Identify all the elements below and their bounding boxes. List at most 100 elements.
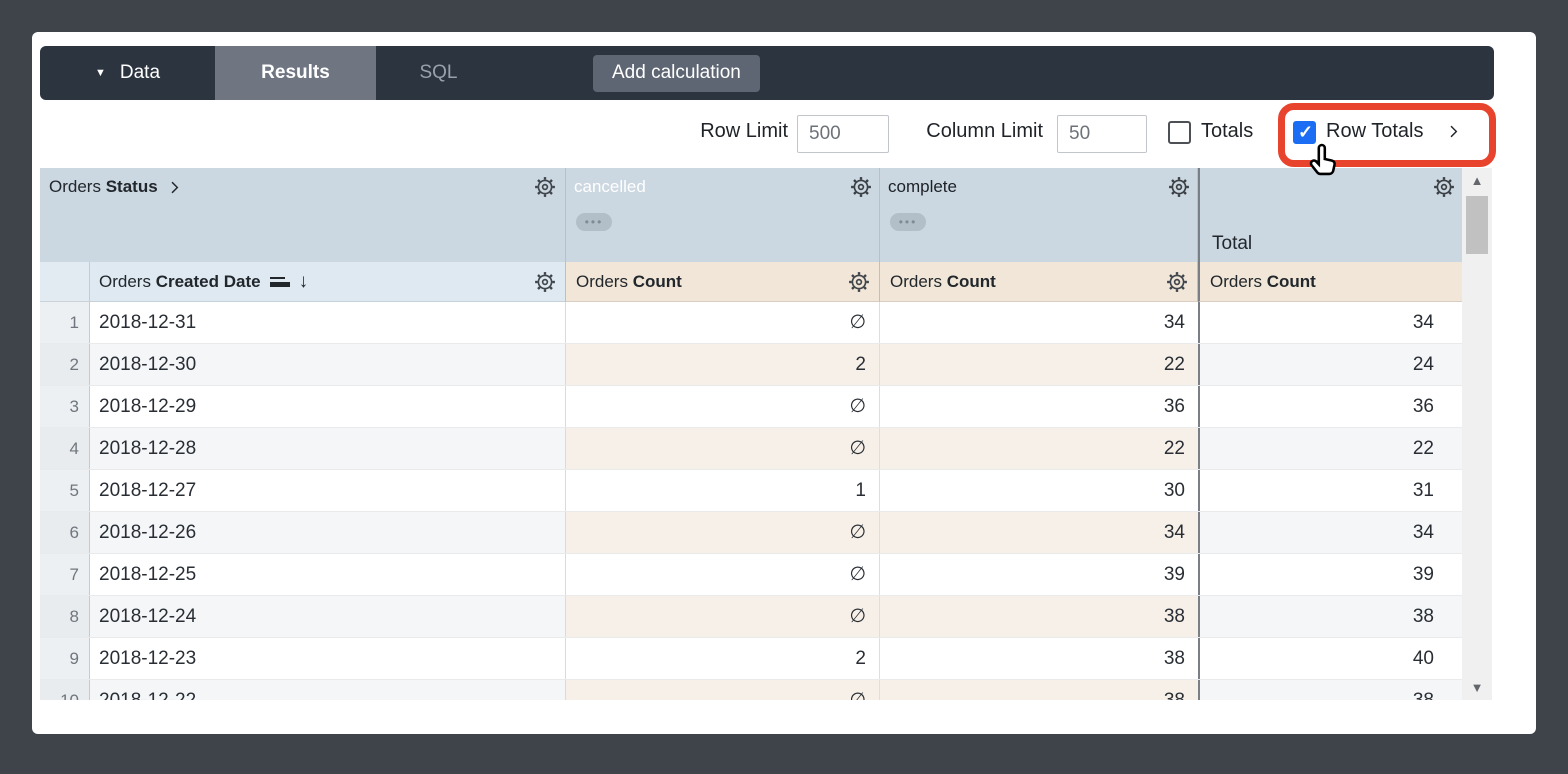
totals-checkbox[interactable] — [1168, 121, 1191, 144]
row-totals-label: Row Totals — [1326, 120, 1424, 142]
pivot-value-cancelled[interactable]: cancelled — [566, 168, 880, 206]
cancelled-count-cell[interactable]: ∅ — [566, 596, 880, 637]
row-number: 3 — [40, 386, 90, 427]
cancelled-count-cell[interactable]: ∅ — [566, 554, 880, 595]
gear-icon[interactable] — [1166, 271, 1188, 293]
date-cell[interactable]: 2018-12-31 — [90, 302, 566, 343]
gear-icon[interactable] — [534, 176, 556, 198]
row-number: 1 — [40, 302, 90, 343]
add-calculation-button[interactable]: Add calculation — [593, 54, 760, 92]
scroll-down-icon[interactable]: ▼ — [1470, 680, 1484, 695]
gear-icon[interactable] — [1168, 176, 1190, 198]
cancelled-count-cell[interactable]: 2 — [566, 344, 880, 385]
pivot-value-complete[interactable]: complete — [880, 168, 1198, 206]
collapse-caret-icon: ▼ — [94, 66, 106, 79]
table-row: 3 2018-12-29 ∅ 36 36 — [40, 386, 1462, 428]
column-limit-input[interactable] — [1057, 115, 1147, 153]
gear-icon[interactable] — [850, 176, 872, 198]
date-cell[interactable]: 2018-12-28 — [90, 428, 566, 469]
explorer-panel: ▼ Data Results SQL Add calculation Row L… — [32, 32, 1536, 734]
date-cell[interactable]: 2018-12-29 — [90, 386, 566, 427]
table-row: 6 2018-12-26 ∅ 34 34 — [40, 512, 1462, 554]
gear-icon[interactable] — [534, 271, 556, 293]
ellipsis-menu-icon[interactable]: ••• — [576, 213, 612, 231]
pivot-subheader-spacer — [40, 206, 566, 262]
pivot-value-label: complete — [888, 177, 957, 196]
created-date-header[interactable]: Orders Created Date ↓ — [90, 262, 566, 302]
measure-header-row: Orders Created Date ↓ Orders Count Order… — [40, 262, 1462, 302]
complete-count-cell[interactable]: 38 — [880, 638, 1198, 679]
complete-count-cell[interactable]: 30 — [880, 470, 1198, 511]
date-cell[interactable]: 2018-12-27 — [90, 470, 566, 511]
complete-count-cell[interactable]: 34 — [880, 302, 1198, 343]
complete-count-cell[interactable]: 39 — [880, 554, 1198, 595]
tab-sql[interactable]: SQL — [419, 62, 458, 83]
row-number: 5 — [40, 470, 90, 511]
pivot-cancelled-menu-cell: ••• — [566, 206, 880, 262]
measure-label: Orders Count — [890, 271, 996, 291]
totals-label: Totals — [1201, 120, 1254, 142]
table-row: 1 2018-12-31 ∅ 34 34 — [40, 302, 1462, 344]
cancelled-count-cell[interactable]: ∅ — [566, 680, 880, 700]
gear-icon[interactable] — [1433, 176, 1455, 198]
row-totals-expand-chevron-icon[interactable] — [1445, 123, 1462, 140]
pivot-dimension-header[interactable]: Orders Status — [40, 168, 566, 206]
table-row: 8 2018-12-24 ∅ 38 38 — [40, 596, 1462, 638]
cancelled-count-cell[interactable]: 2 — [566, 638, 880, 679]
cancelled-measure-header[interactable]: Orders Count — [566, 262, 880, 302]
total-count-cell[interactable]: 22 — [1198, 428, 1462, 469]
complete-count-cell[interactable]: 34 — [880, 512, 1198, 553]
complete-count-cell[interactable]: 22 — [880, 428, 1198, 469]
scrollbar-thumb[interactable] — [1466, 196, 1488, 254]
date-cell[interactable]: 2018-12-26 — [90, 512, 566, 553]
date-cell[interactable]: 2018-12-25 — [90, 554, 566, 595]
table-row: 4 2018-12-28 ∅ 22 22 — [40, 428, 1462, 470]
complete-count-cell[interactable]: 22 — [880, 344, 1198, 385]
table-row: 9 2018-12-23 2 38 40 — [40, 638, 1462, 680]
date-cell[interactable]: 2018-12-22 — [90, 680, 566, 700]
row-number: 6 — [40, 512, 90, 553]
complete-count-cell[interactable]: 38 — [880, 680, 1198, 700]
total-count-cell[interactable]: 34 — [1198, 512, 1462, 553]
cancelled-count-cell[interactable]: ∅ — [566, 512, 880, 553]
results-table: Orders Status cancelled complete — [40, 168, 1462, 700]
total-count-cell[interactable]: 24 — [1198, 344, 1462, 385]
vertical-scrollbar[interactable]: ▲ ▼ — [1462, 168, 1492, 700]
date-cell[interactable]: 2018-12-24 — [90, 596, 566, 637]
row-number-header — [40, 262, 90, 302]
date-cell[interactable]: 2018-12-23 — [90, 638, 566, 679]
total-count-cell[interactable]: 39 — [1198, 554, 1462, 595]
ellipsis-menu-icon[interactable]: ••• — [890, 213, 926, 231]
total-count-cell[interactable]: 38 — [1198, 596, 1462, 637]
table-row: 2 2018-12-30 2 22 24 — [40, 344, 1462, 386]
total-count-cell[interactable]: 36 — [1198, 386, 1462, 427]
pivot-expand-chevron-icon[interactable] — [166, 179, 183, 196]
measure-label: Orders Count — [1210, 271, 1316, 291]
scroll-up-icon[interactable]: ▲ — [1470, 173, 1484, 188]
cancelled-count-cell[interactable]: ∅ — [566, 302, 880, 343]
row-limit-input[interactable] — [797, 115, 889, 153]
row-totals-checkbox[interactable] — [1293, 121, 1316, 144]
total-count-cell[interactable]: 31 — [1198, 470, 1462, 511]
complete-count-cell[interactable]: 38 — [880, 596, 1198, 637]
row-number: 7 — [40, 554, 90, 595]
pivot-value-label: cancelled — [574, 177, 646, 196]
pivot-complete-menu-cell: ••• — [880, 206, 1198, 262]
gear-icon[interactable] — [848, 271, 870, 293]
total-count-cell[interactable]: 34 — [1198, 302, 1462, 343]
data-section-toggle[interactable]: ▼ Data — [40, 46, 215, 100]
complete-measure-header[interactable]: Orders Count — [880, 262, 1198, 302]
cancelled-count-cell[interactable]: 1 — [566, 470, 880, 511]
table-row: 5 2018-12-27 1 30 31 — [40, 470, 1462, 512]
column-limit-label: Column Limit — [926, 120, 1043, 142]
total-measure-header[interactable]: Orders Count — [1198, 262, 1462, 302]
cancelled-count-cell[interactable]: ∅ — [566, 386, 880, 427]
complete-count-cell[interactable]: 36 — [880, 386, 1198, 427]
date-cell[interactable]: 2018-12-30 — [90, 344, 566, 385]
cancelled-count-cell[interactable]: ∅ — [566, 428, 880, 469]
total-count-cell[interactable]: 38 — [1198, 680, 1462, 700]
total-count-cell[interactable]: 40 — [1198, 638, 1462, 679]
tab-results[interactable]: Results — [215, 46, 376, 100]
sort-descending-icon[interactable]: ↓ — [298, 270, 309, 292]
